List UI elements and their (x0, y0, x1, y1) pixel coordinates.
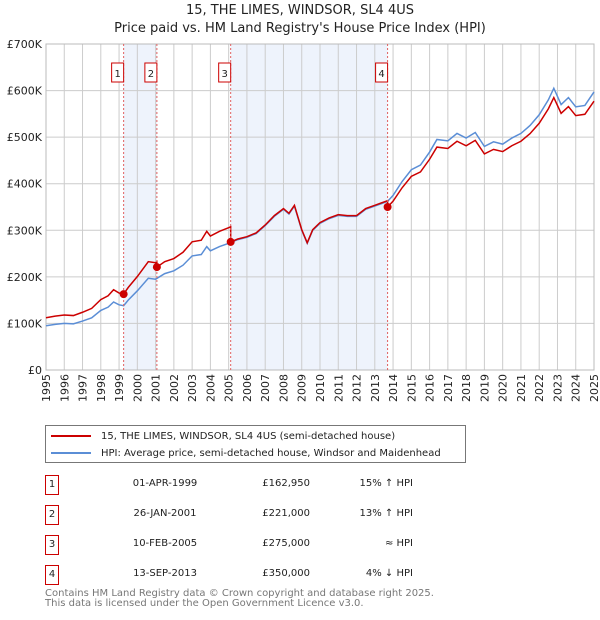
y-tick-label: £100K (7, 317, 43, 330)
x-tick-label: 2004 (204, 374, 217, 402)
x-tick-label: 2008 (277, 374, 290, 402)
footer: Contains HM Land Registry data © Crown c… (45, 589, 434, 609)
sale-hpi-comparison: ≈ HPI (384, 538, 413, 549)
sale-hpi-comparison: 13% ↑ HPI (359, 508, 413, 519)
sale-row: 1 01-APR-1999 £162,950 15% ↑ HPI (45, 475, 465, 495)
sale-point (152, 263, 161, 272)
x-tick-label: 2022 (533, 374, 546, 402)
plot-frame (45, 43, 595, 371)
sale-number: 3 (221, 69, 227, 80)
sale-date: 10-FEB-2005 (132, 538, 198, 549)
x-tick-label: 1996 (58, 374, 71, 402)
x-tick-label: 1995 (40, 374, 53, 402)
price-line (45, 95, 595, 319)
legend: 15, THE LIMES, WINDSOR, SL4 4US (semi-de… (45, 425, 466, 463)
x-tick-label: 2001 (150, 374, 163, 402)
title-line: 15, THE LIMES, WINDSOR, SL4 4US (185, 3, 415, 18)
y-tick-label: £300K (7, 224, 43, 237)
x-tick-label: 2010 (314, 374, 327, 402)
sale-number-badge: 2 (45, 505, 59, 525)
y-tick-label: £0 (28, 364, 42, 377)
sale-number-box (375, 62, 389, 83)
sale-number-box (144, 62, 158, 83)
legend-label: 15, THE LIMES, WINDSOR, SL4 4US (semi-de… (101, 430, 396, 442)
x-tick-label: 2015 (405, 374, 418, 402)
x-tick-label: 2002 (168, 374, 181, 402)
x-tick-label: 1998 (95, 374, 108, 402)
sale-number: 1 (114, 69, 120, 80)
sale-row: 4 13-SEP-2013 £350,000 4% ↓ HPI (45, 565, 465, 585)
x-tick-label: 2018 (460, 374, 473, 402)
x-tick-label: 2013 (369, 374, 382, 402)
sale-number-badge: 3 (45, 535, 59, 555)
y-tick-label: £600K (7, 85, 43, 98)
price-chart: 1995 1996 1997 1998 1999 2000 2001 2002 2003 2004… (7, 38, 600, 402)
sale-number-box (218, 62, 232, 83)
sale-row: 3 10-FEB-2005 £275,000 ≈ HPI (45, 535, 465, 555)
footer-line: Contains HM Land Registry data © Crown c… (45, 588, 434, 599)
sale-price: £162,950 (262, 478, 310, 489)
legend-item-hpi: HPI: Average price, semi-detached house,… (51, 445, 441, 461)
sale-number-badge: 1 (45, 475, 59, 495)
x-tick-label: 2009 (296, 374, 309, 402)
x-tick-label: 2007 (259, 374, 272, 402)
sale-number: 4 (378, 69, 384, 80)
sale-point (383, 203, 392, 211)
y-tick-label: £400K (7, 178, 43, 191)
y-tick-label: £700K (7, 38, 43, 51)
x-tick-label: 2003 (186, 374, 199, 402)
sale-number: 2 (148, 69, 154, 80)
sale-date: 01-APR-1999 (132, 478, 198, 489)
x-tick-label: 2012 (351, 374, 364, 402)
sale-row: 2 26-JAN-2001 £221,000 13% ↑ HPI (45, 505, 465, 525)
sale-hpi-comparison: 4% ↓ HPI (365, 568, 413, 579)
x-tick-label: 2005 (223, 374, 236, 402)
sale-price: £221,000 (262, 508, 310, 519)
shaded-period (230, 44, 388, 370)
sale-price: £350,000 (262, 568, 310, 579)
subtitle-line: Price paid vs. HM Land Registry's House … (114, 21, 486, 36)
x-tick-label: 1999 (113, 374, 126, 402)
x-tick-label: 2020 (497, 374, 510, 402)
x-tick-label: 2017 (442, 374, 455, 402)
sale-number-box (111, 62, 125, 83)
x-tick-label: 2023 (551, 374, 564, 402)
x-tick-label: 2014 (387, 374, 400, 402)
shaded-period (123, 44, 157, 370)
x-tick-label: 2024 (570, 374, 583, 402)
sale-hpi-comparison: 15% ↑ HPI (359, 478, 413, 489)
footer-line: This data is licensed under the Open Gov… (45, 598, 364, 609)
x-tick-label: 2006 (241, 374, 254, 402)
y-tick-label: £200K (7, 271, 43, 284)
x-tick-label: 2021 (515, 374, 528, 402)
sale-date: 26-JAN-2001 (133, 508, 197, 519)
legend-label: HPI: Average price, semi-detached house,… (101, 447, 441, 459)
x-tick-label: 2011 (332, 374, 345, 402)
legend-item-price: 15, THE LIMES, WINDSOR, SL4 4US (semi-de… (51, 428, 395, 444)
y-tick-label: £500K (7, 131, 43, 144)
x-tick-label: 2019 (478, 374, 491, 402)
x-tick-label: 2025 (588, 374, 600, 402)
x-tick-label: 2016 (424, 374, 437, 402)
x-tick-label: 2000 (131, 374, 144, 402)
sale-number-badge: 4 (45, 565, 59, 585)
sale-price: £275,000 (262, 538, 310, 549)
sale-point (226, 237, 235, 246)
sale-date: 13-SEP-2013 (133, 568, 197, 579)
x-tick-label: 1997 (77, 374, 90, 402)
legend-swatch (51, 452, 91, 454)
chart-title: 15, THE LIMES, WINDSOR, SL4 4US Price pa… (0, 2, 600, 38)
legend-swatch (51, 435, 91, 437)
sale-point (119, 290, 128, 299)
